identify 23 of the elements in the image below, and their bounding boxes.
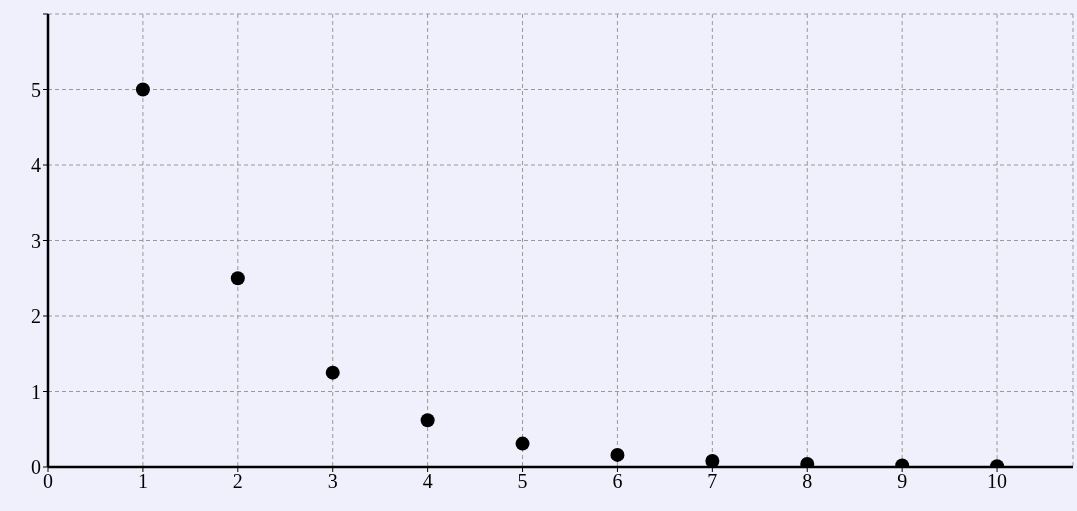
y-tick-label: 1 (31, 380, 41, 403)
x-tick-label: 5 (517, 470, 528, 493)
x-tick-label: 7 (707, 470, 718, 493)
x-tick-label: 9 (897, 470, 908, 493)
point (705, 453, 720, 467)
y-tick-label: 3 (31, 229, 41, 252)
y-tick-label: 5 (31, 78, 41, 101)
point (610, 447, 625, 462)
point (515, 436, 530, 451)
x-tick-label: 6 (612, 470, 623, 493)
y-tick-label: 0 (31, 456, 41, 479)
point (420, 413, 435, 428)
x-tick-label: 2 (232, 470, 243, 493)
x-tick-label: 1 (137, 470, 148, 493)
x-tick-label: 8 (802, 470, 813, 493)
point (135, 82, 150, 97)
point (325, 365, 340, 380)
x-tick-label: 3 (327, 470, 338, 493)
y-tick-label: 2 (31, 305, 41, 328)
x-tick-label: 4 (422, 470, 433, 493)
x-tick-label: 10 (987, 470, 1008, 493)
y-tick-label: 4 (31, 154, 41, 177)
point (230, 271, 245, 286)
